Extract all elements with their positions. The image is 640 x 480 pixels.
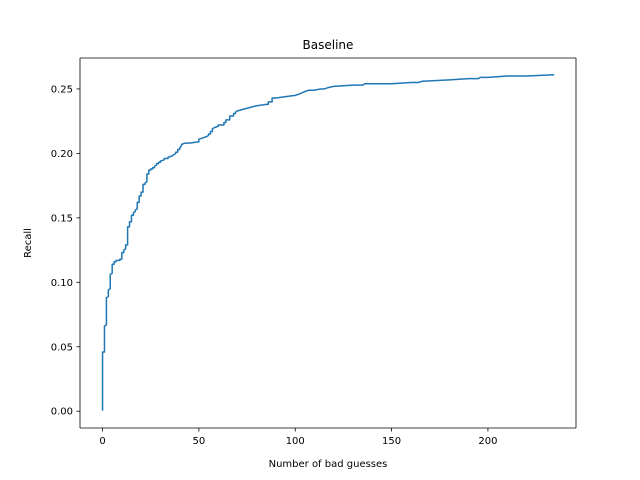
- chart-title: Baseline: [303, 38, 354, 52]
- y-tick-label: 0.10: [51, 278, 73, 289]
- series-line-0: [101, 73, 555, 411]
- x-tick-label: 100: [286, 436, 305, 447]
- x-tick-label: 50: [193, 436, 206, 447]
- y-tick-label: 0.00: [51, 407, 73, 418]
- y-tick-label: 0.05: [51, 342, 73, 353]
- y-tick-label: 0.15: [51, 213, 73, 224]
- axes-frame: [79, 57, 577, 429]
- x-tick-label: 200: [478, 436, 497, 447]
- x-tick-label: 0: [99, 436, 105, 447]
- y-tick-label: 0.25: [51, 84, 73, 95]
- y-axis-label: Recall: [23, 228, 34, 258]
- series-layer: [101, 73, 555, 411]
- x-tick-label: 150: [382, 436, 401, 447]
- x-axis-ticks: 0 50 100 150 200: [99, 428, 497, 447]
- x-axis-label: Number of bad guesses: [269, 459, 388, 470]
- y-axis-ticks: 0.00 0.05 0.10 0.15 0.20 0.25: [51, 84, 80, 418]
- y-tick-label: 0.20: [51, 149, 73, 160]
- plot-area: [80, 58, 576, 428]
